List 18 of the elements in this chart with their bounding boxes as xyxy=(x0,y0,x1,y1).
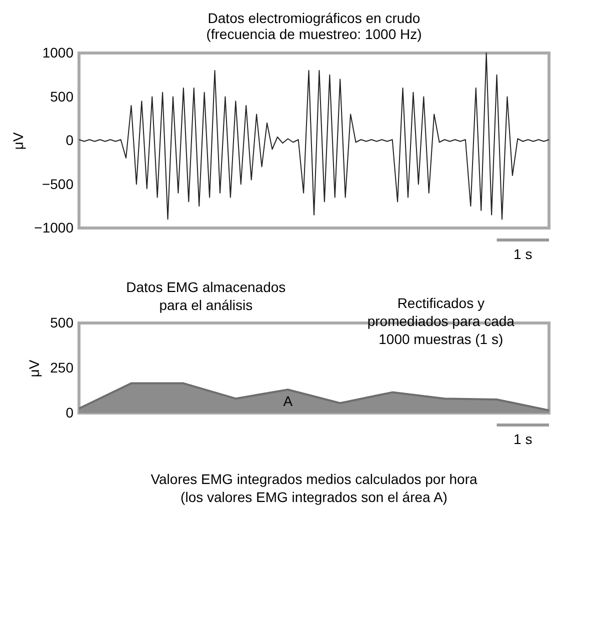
y-tick-label: 0 xyxy=(66,132,74,148)
line-series xyxy=(78,52,550,220)
y-tick-label: −500 xyxy=(42,176,74,192)
y-tick-label: 0 xyxy=(66,404,74,420)
annotation: A xyxy=(283,393,294,409)
chart-title: Datos electromiográficos en crudo (frecuencia de muestreo: 1000 Hz) xyxy=(206,10,422,42)
y-tick-label: 1000 xyxy=(42,44,74,60)
text: 1 s xyxy=(514,431,532,447)
annotation: Rectificados y promediados para cada 1000 muestras (1 s) xyxy=(367,295,515,347)
y-axis-title: μV xyxy=(26,359,42,378)
text: Valores EMG integrados medios calculados por hora (los valores EMG integrados son el área A) xyxy=(150,471,478,505)
y-tick-label: 500 xyxy=(50,314,74,330)
y-axis-title: μV xyxy=(10,132,26,150)
y-tick-label: 250 xyxy=(50,360,74,376)
y-tick-label: 500 xyxy=(50,88,74,104)
y-tick-label: −1000 xyxy=(34,220,74,236)
text: 1 s xyxy=(514,246,532,262)
text: Datos EMG almacenados para el análisis xyxy=(126,279,286,313)
